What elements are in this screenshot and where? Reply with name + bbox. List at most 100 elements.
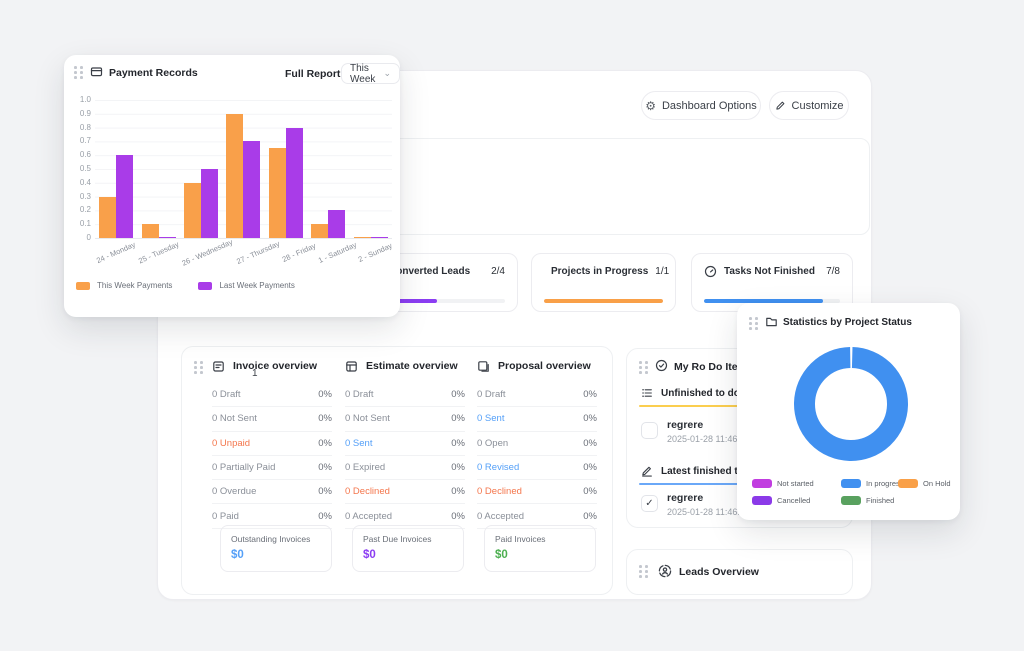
- bar-group: [307, 100, 349, 238]
- x-tick-label: 25 - Tuesday: [136, 239, 181, 266]
- stat-card-projects-in-progress[interactable]: Projects in Progress 1/1: [531, 253, 676, 312]
- overview-row-value: 0%: [318, 486, 332, 498]
- bar: [116, 155, 134, 238]
- floating-cursor-digit: 1: [252, 368, 258, 379]
- drag-handle-icon[interactable]: [74, 66, 83, 79]
- legend-item: This Week Payments: [76, 281, 172, 290]
- legend-swatch: [841, 496, 861, 505]
- drag-handle-icon[interactable]: [749, 317, 758, 330]
- stat-label: Projects in Progress: [551, 266, 649, 277]
- legend-swatch: [752, 496, 772, 505]
- overview-row-label: 0 Not Sent: [345, 413, 390, 425]
- legend-item: On Hold: [898, 479, 951, 488]
- bar: [311, 224, 329, 238]
- overview-row-label: 0 Draft: [212, 389, 241, 401]
- y-tick-label: 0.1: [79, 219, 91, 229]
- stat-label: Tasks Not Finished: [724, 266, 815, 277]
- todo-checkbox-checked[interactable]: ✓: [641, 495, 658, 512]
- drag-handle-icon[interactable]: [194, 361, 203, 374]
- overview-row-label: 0 Draft: [345, 389, 374, 401]
- overview-section: 1 Invoice overview 0 Draft 0% 0 Not Sent 0%…: [181, 346, 613, 595]
- overview-row-value: 0%: [451, 437, 465, 449]
- legend-swatch: [841, 479, 861, 488]
- payment-y-axis: 1.0 0.9 0.8 0.7 0.6 0.5 0.4 0.3 0.2 0.1 0: [64, 96, 91, 242]
- bar-group: [95, 100, 137, 238]
- estimate-rows: 0 Draft 0% 0 Not Sent 0% 0 Sent 0% 0 Expired 0%…: [345, 383, 465, 529]
- bar: [226, 113, 244, 238]
- customize-button[interactable]: Customize: [769, 91, 849, 120]
- bar: [141, 224, 159, 238]
- column-title: Proposal overview: [498, 360, 591, 372]
- payment-legend: This Week Payments Last Week Payments: [76, 281, 295, 290]
- overview-row-label: 0 Sent: [345, 437, 373, 449]
- week-range-dropdown[interactable]: This Week ⌄: [341, 63, 400, 85]
- proposal-icon: [478, 360, 489, 372]
- stat-value: 2/4: [491, 266, 505, 277]
- overview-row-value: 0%: [583, 413, 597, 425]
- y-tick-label: 0: [86, 232, 91, 242]
- x-tick-label: 28 - Friday: [280, 241, 317, 264]
- legend-label: This Week Payments: [97, 281, 173, 290]
- legend-item: Last Week Payments: [198, 281, 295, 290]
- proposal-rows: 0 Draft 0% 0 Sent 0% 0 Open 0% 0 Revised 0% 0 De…: [477, 383, 597, 529]
- bar: [243, 141, 261, 238]
- x-tick: 1 - Saturday: [316, 240, 357, 265]
- stat-card-tasks-not-finished[interactable]: Tasks Not Finished 7/8: [691, 253, 853, 312]
- overview-row: 0 Partially Paid 0%: [212, 456, 332, 481]
- x-tick: 28 - Friday: [280, 241, 316, 264]
- project-status-card: Statistics by Project Status Not started…: [737, 303, 960, 520]
- stat-value: 1/1: [655, 266, 670, 277]
- invoice-rows: 0 Draft 0% 0 Not Sent 0% 0 Unpaid 0% 0 Partial…: [212, 383, 332, 529]
- chevron-down-icon: ⌄: [383, 68, 391, 78]
- column-title: Estimate overview: [366, 360, 458, 372]
- overview-row: 0 Sent 0%: [345, 432, 465, 456]
- payment-card-icon: [90, 67, 103, 77]
- todo-item[interactable]: regrere 2025-01-28 11:46:19: [667, 419, 750, 444]
- checkmark-icon: ✓: [645, 498, 654, 509]
- finished-section-header: Latest finished to do's: [641, 465, 767, 477]
- y-tick-label: 0.5: [79, 163, 91, 173]
- full-report-button[interactable]: Full Report: [285, 68, 341, 80]
- x-tick-label: 1 - Saturday: [316, 240, 358, 265]
- overview-row-value: 0%: [451, 462, 465, 474]
- leads-card-title: Leads Overview: [679, 566, 759, 578]
- overview-row: 0 Revised 0%: [477, 456, 597, 481]
- y-tick-label: 1.0: [79, 95, 91, 104]
- bar-group: [265, 100, 307, 238]
- timer-icon: [704, 265, 717, 278]
- legend-item: Cancelled: [752, 496, 810, 505]
- invoice-overview-column: Invoice overview 0 Draft 0% 0 Not Sent 0% 0 …: [212, 357, 332, 529]
- dashboard-options-button[interactable]: ⚙ Dashboard Options: [641, 91, 761, 120]
- overview-row-label: 0 Revised: [477, 462, 520, 474]
- overview-row-label: 0 Partially Paid: [212, 462, 276, 474]
- overview-row: 0 Paid 0%: [212, 504, 332, 529]
- overview-row-value: 0%: [318, 437, 332, 449]
- overview-row: 0 Draft 0%: [212, 383, 332, 408]
- bar-group: [180, 100, 222, 238]
- drag-handle-icon[interactable]: [639, 565, 648, 578]
- drag-handle-icon[interactable]: [639, 361, 648, 374]
- estimate-overview-column: Estimate overview 0 Draft 0% 0 Not Sent 0% 0…: [345, 357, 465, 529]
- bar: [328, 210, 346, 238]
- dashboard-options-label: Dashboard Options: [661, 99, 757, 112]
- legend-item: Not started: [752, 479, 814, 488]
- overview-row-value: 0%: [318, 510, 332, 522]
- overview-row: 0 Accepted 0%: [345, 504, 465, 529]
- overview-row: 0 Unpaid 0%: [212, 432, 332, 456]
- y-tick-label: 0.9: [79, 108, 91, 118]
- bar: [184, 182, 202, 238]
- project-status-donut-chart: [794, 347, 908, 461]
- summary-label: Past Due Invoices: [363, 534, 432, 544]
- overview-row: 0 Expired 0%: [345, 456, 465, 481]
- overview-row-value: 0%: [451, 486, 465, 498]
- legend-label: Last Week Payments: [219, 281, 295, 290]
- progress-fill: [369, 299, 437, 303]
- overview-row-value: 0%: [318, 462, 332, 474]
- payment-records-card: Payment Records Full Report This Week ⌄ …: [64, 55, 400, 317]
- bar: [99, 196, 117, 238]
- todo-item[interactable]: regrere 2025-01-28 11:46:19: [667, 492, 750, 517]
- pencil-sign-icon: [642, 466, 652, 477]
- todo-checkbox-unchecked[interactable]: [641, 422, 658, 439]
- x-tick: 25 - Tuesday: [137, 240, 180, 266]
- bar-group: [350, 100, 392, 238]
